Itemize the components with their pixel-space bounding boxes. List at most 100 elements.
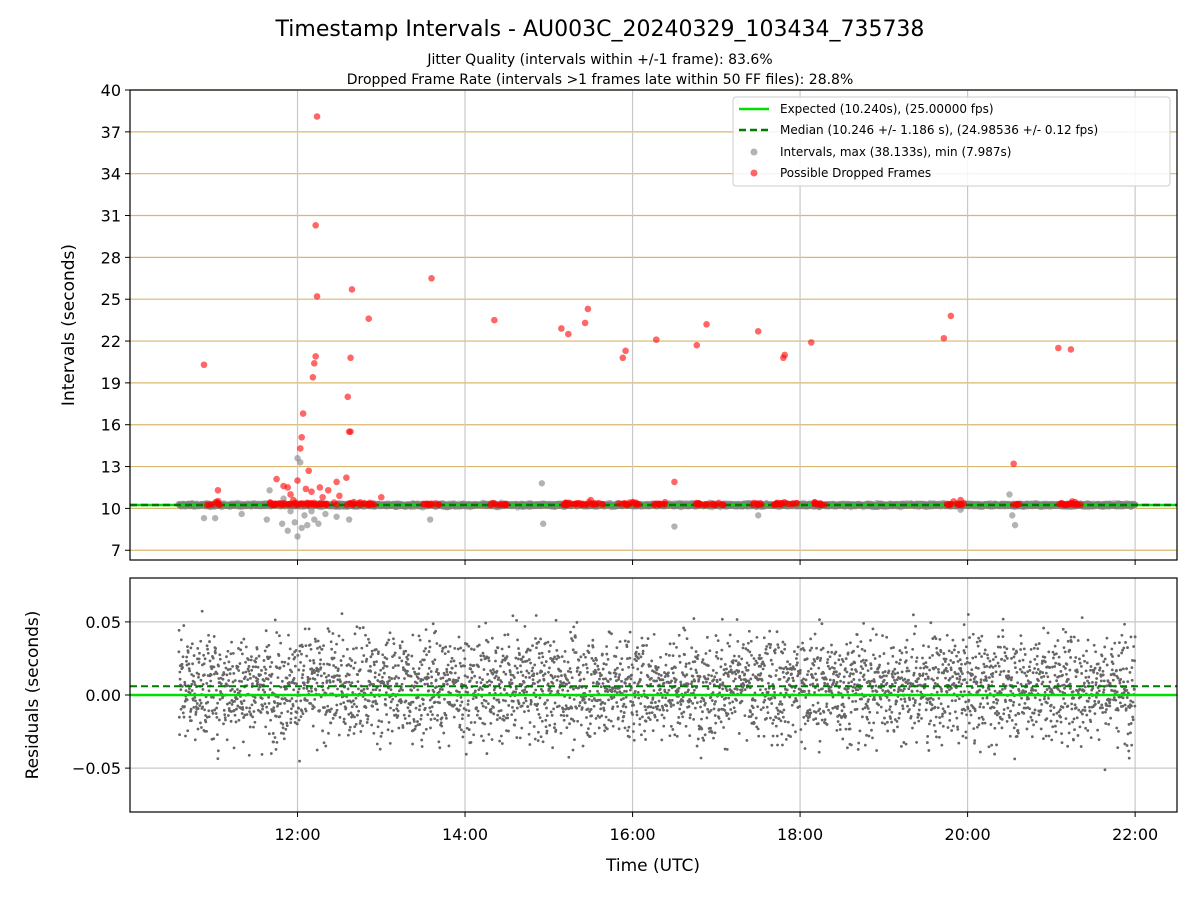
top-y-tick-label: 25	[101, 290, 121, 309]
residual-point	[298, 649, 302, 653]
dropped-frame-point	[754, 327, 762, 335]
residual-point	[279, 641, 283, 645]
residual-point	[222, 722, 225, 726]
residual-point	[199, 721, 202, 725]
residual-point	[186, 645, 189, 649]
residual-point	[291, 653, 295, 656]
residual-point	[272, 706, 276, 710]
interval-point	[538, 480, 546, 487]
residual-point	[289, 711, 293, 715]
bottom-y-tick-label: 0.00	[85, 686, 121, 705]
dropped-frame-point	[811, 500, 819, 508]
dropped-frame-point	[807, 339, 815, 346]
residual-point	[286, 710, 290, 713]
residual-point	[292, 688, 296, 692]
residual-point	[231, 665, 234, 668]
residual-point	[210, 709, 214, 713]
residual-point	[295, 682, 298, 686]
residual-point	[324, 675, 328, 679]
residual-point	[266, 711, 270, 715]
residual-point	[188, 687, 191, 691]
residual-point	[312, 668, 316, 672]
interval-point	[333, 513, 340, 520]
residual-point	[186, 650, 190, 654]
residual-point	[288, 699, 292, 703]
interval-point	[1006, 491, 1013, 498]
interval-point	[315, 520, 322, 527]
residual-point	[302, 668, 305, 672]
residual-point	[310, 689, 313, 693]
residual-point	[177, 628, 181, 632]
residual-point	[248, 672, 252, 676]
interval-point	[671, 523, 678, 530]
residual-point	[234, 720, 238, 724]
dropped-frame-point	[693, 500, 701, 507]
interval-point	[284, 527, 291, 534]
residual-point	[197, 660, 201, 664]
residual-point	[233, 679, 237, 682]
dropped-frame-point	[1010, 460, 1017, 468]
dropped-frame-point	[333, 478, 340, 486]
residual-point	[311, 724, 315, 728]
residual-point	[319, 658, 323, 662]
residual-point	[287, 633, 290, 637]
residual-point	[285, 676, 289, 680]
residual-point	[221, 677, 225, 681]
residual-point	[326, 704, 330, 708]
dropped-frame-point	[368, 500, 375, 508]
residual-point	[290, 670, 294, 674]
interval-point	[211, 514, 219, 522]
residual-point	[194, 710, 198, 714]
dropped-frame-point	[1015, 500, 1023, 508]
residual-point	[332, 664, 336, 667]
residual-point	[181, 655, 185, 659]
residual-point	[192, 674, 195, 678]
residual-point	[242, 637, 246, 641]
residual-point	[193, 696, 197, 699]
residual-point	[228, 701, 232, 705]
residual-point	[337, 634, 341, 638]
residual-point	[317, 651, 321, 655]
residual-point	[335, 708, 339, 712]
residual-point	[189, 719, 193, 723]
residual-point	[230, 640, 233, 644]
dropped-frame-point	[310, 360, 318, 367]
residual-point	[270, 672, 274, 676]
residual-point	[317, 669, 320, 673]
top-y-tick-label: 40	[101, 81, 121, 100]
dropped-frame-point	[487, 501, 494, 509]
residual-point	[268, 688, 272, 691]
residual-point	[256, 678, 260, 681]
residual-point	[274, 747, 278, 751]
residual-point	[235, 697, 239, 701]
residual-point	[235, 707, 238, 711]
residual-point	[256, 680, 259, 684]
dropped-frame-point	[360, 499, 368, 507]
residual-point	[330, 707, 333, 711]
residual-point	[306, 680, 310, 683]
residual-point	[216, 749, 220, 753]
residual-point	[316, 673, 320, 677]
residual-point	[267, 643, 271, 647]
residual-point	[240, 680, 244, 683]
residual-point	[233, 713, 237, 717]
residual-point	[325, 679, 329, 683]
residual-point	[261, 704, 265, 708]
interval-point	[540, 520, 547, 527]
residual-point	[280, 711, 284, 715]
residual-point	[218, 653, 222, 657]
top-y-tick-label: 13	[101, 458, 121, 477]
dropped-frame-point	[312, 221, 319, 229]
dropped-frame-point	[297, 445, 304, 452]
dropped-frame-point	[818, 501, 826, 508]
residual-point	[289, 721, 293, 725]
residual-point	[328, 710, 332, 713]
residual-point	[264, 629, 268, 633]
dropped-frame-point	[947, 312, 955, 320]
residual-point	[309, 647, 313, 651]
residual-point	[280, 660, 284, 664]
residual-point	[340, 663, 343, 667]
dropped-frame-point	[1077, 501, 1085, 509]
residual-point	[287, 656, 291, 660]
